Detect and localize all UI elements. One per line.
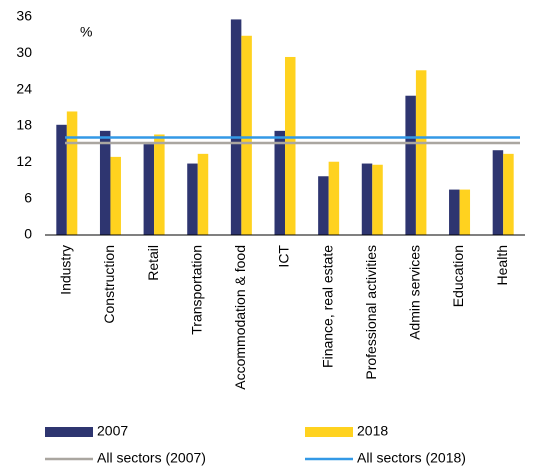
x-tick-label: Health bbox=[494, 245, 510, 285]
bar bbox=[361, 163, 373, 235]
x-tick-label: Education bbox=[450, 245, 466, 307]
bar bbox=[230, 19, 242, 235]
bar bbox=[154, 134, 165, 235]
y-tick-label: 30 bbox=[16, 44, 32, 60]
legend-label: All sectors (2007) bbox=[97, 450, 206, 466]
legend-label: 2007 bbox=[97, 423, 128, 439]
bar bbox=[328, 161, 340, 235]
y-tick-label: 6 bbox=[24, 189, 32, 205]
bar bbox=[99, 130, 111, 235]
bar bbox=[143, 144, 155, 235]
bar bbox=[110, 156, 121, 235]
bar bbox=[241, 35, 252, 236]
bar bbox=[459, 189, 471, 235]
bar bbox=[449, 189, 460, 235]
legend-swatch bbox=[45, 427, 93, 437]
x-tick-label: Accommodation & food bbox=[232, 245, 248, 390]
bar bbox=[318, 176, 329, 235]
bar bbox=[274, 130, 285, 235]
legend-swatch bbox=[305, 427, 353, 437]
bar bbox=[492, 150, 504, 235]
x-tick-label: Professional activities bbox=[363, 245, 379, 380]
x-tick-label: Industry bbox=[58, 245, 74, 295]
legend-label: All sectors (2018) bbox=[357, 450, 466, 466]
bar bbox=[372, 164, 383, 235]
bar bbox=[197, 153, 209, 235]
unit-annotation: % bbox=[80, 24, 92, 40]
legend-label: 2018 bbox=[357, 423, 388, 439]
y-tick-label: 0 bbox=[24, 226, 32, 242]
bar bbox=[503, 153, 514, 235]
x-tick-label: Retail bbox=[145, 245, 161, 281]
bar bbox=[56, 124, 67, 235]
x-tick-label: Construction bbox=[101, 245, 117, 324]
x-tick-label: ICT bbox=[276, 245, 292, 268]
x-tick-label: Finance, real estate bbox=[319, 245, 335, 368]
bar bbox=[187, 163, 198, 235]
y-tick-label: 18 bbox=[16, 117, 32, 133]
bar bbox=[66, 111, 78, 235]
y-tick-label: 12 bbox=[16, 153, 32, 169]
x-tick-label: Transportation bbox=[188, 245, 204, 335]
x-tick-label: Admin services bbox=[407, 245, 423, 340]
bar bbox=[415, 70, 427, 236]
y-tick-label: 36 bbox=[16, 8, 32, 24]
bar bbox=[285, 56, 296, 235]
bar bbox=[405, 95, 416, 235]
y-tick-label: 24 bbox=[16, 80, 32, 96]
